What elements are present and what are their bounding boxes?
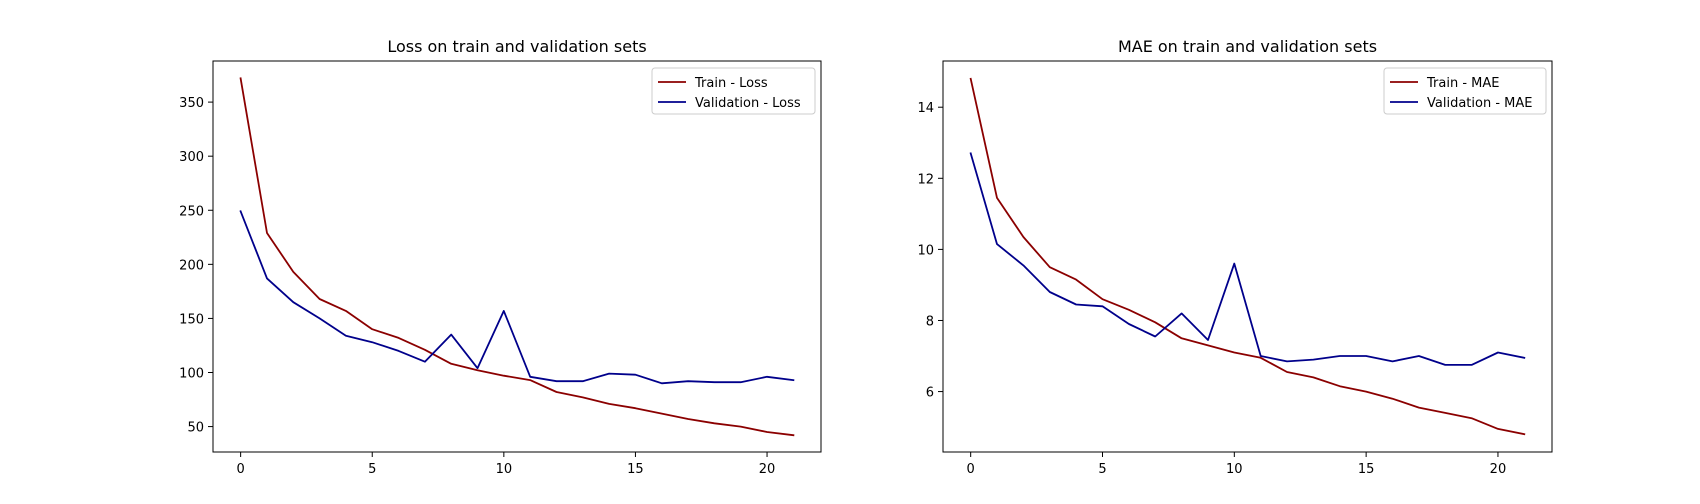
x-tick-label: 15 bbox=[1358, 462, 1375, 477]
x-tick-label: 5 bbox=[1098, 462, 1106, 477]
y-tick-label: 250 bbox=[179, 204, 204, 219]
legend-label: Train - MAE bbox=[1426, 76, 1499, 91]
y-tick-label: 8 bbox=[926, 314, 934, 329]
x-tick-label: 15 bbox=[627, 462, 644, 477]
y-tick-label: 350 bbox=[179, 96, 204, 111]
series-line-validation-loss bbox=[239, 210, 795, 385]
y-tick-label: 100 bbox=[179, 367, 204, 382]
legend: Train - MAE Validation - MAE bbox=[1383, 67, 1547, 115]
y-tick-label: 10 bbox=[917, 243, 934, 258]
x-tick-label: 20 bbox=[1490, 462, 1507, 477]
x-tick-label: 20 bbox=[759, 462, 776, 477]
x-tick-label: 0 bbox=[236, 462, 244, 477]
x-tick-label: 10 bbox=[1226, 462, 1243, 477]
series-line-validation-mae bbox=[969, 152, 1526, 366]
y-tick-label: 150 bbox=[179, 312, 204, 327]
x-tick-label: 0 bbox=[967, 462, 975, 477]
legend-label: Validation - MAE bbox=[1427, 96, 1532, 111]
legend-box bbox=[1383, 67, 1547, 115]
legend-label: Train - Loss bbox=[694, 76, 768, 91]
y-tick-label: 300 bbox=[179, 150, 204, 165]
legend-box bbox=[651, 67, 816, 115]
y-tick-label: 6 bbox=[926, 386, 934, 401]
chart-panel-1: Loss on train and validation sets 0 5 10 15 2… bbox=[179, 37, 822, 477]
legend-label: Validation - Loss bbox=[695, 96, 801, 111]
x-tick-label: 10 bbox=[496, 462, 513, 477]
y-tick-label: 200 bbox=[179, 258, 204, 273]
chart-title: Loss on train and validation sets bbox=[387, 37, 646, 56]
chart-panel-2: MAE on train and validation sets 0 5 10 15 20… bbox=[917, 37, 1553, 477]
chart-title: MAE on train and validation sets bbox=[1118, 37, 1377, 56]
x-tick-label: 5 bbox=[368, 462, 376, 477]
series-line-train-mae bbox=[969, 77, 1526, 436]
y-tick-label: 12 bbox=[917, 172, 934, 187]
y-tick-label: 50 bbox=[187, 421, 204, 436]
axes-frame bbox=[942, 60, 1553, 453]
series-line-train-loss bbox=[239, 77, 795, 437]
y-tick-label: 14 bbox=[917, 101, 934, 116]
axes-frame bbox=[212, 60, 822, 453]
legend: Train - Loss Validation - Loss bbox=[651, 67, 816, 115]
